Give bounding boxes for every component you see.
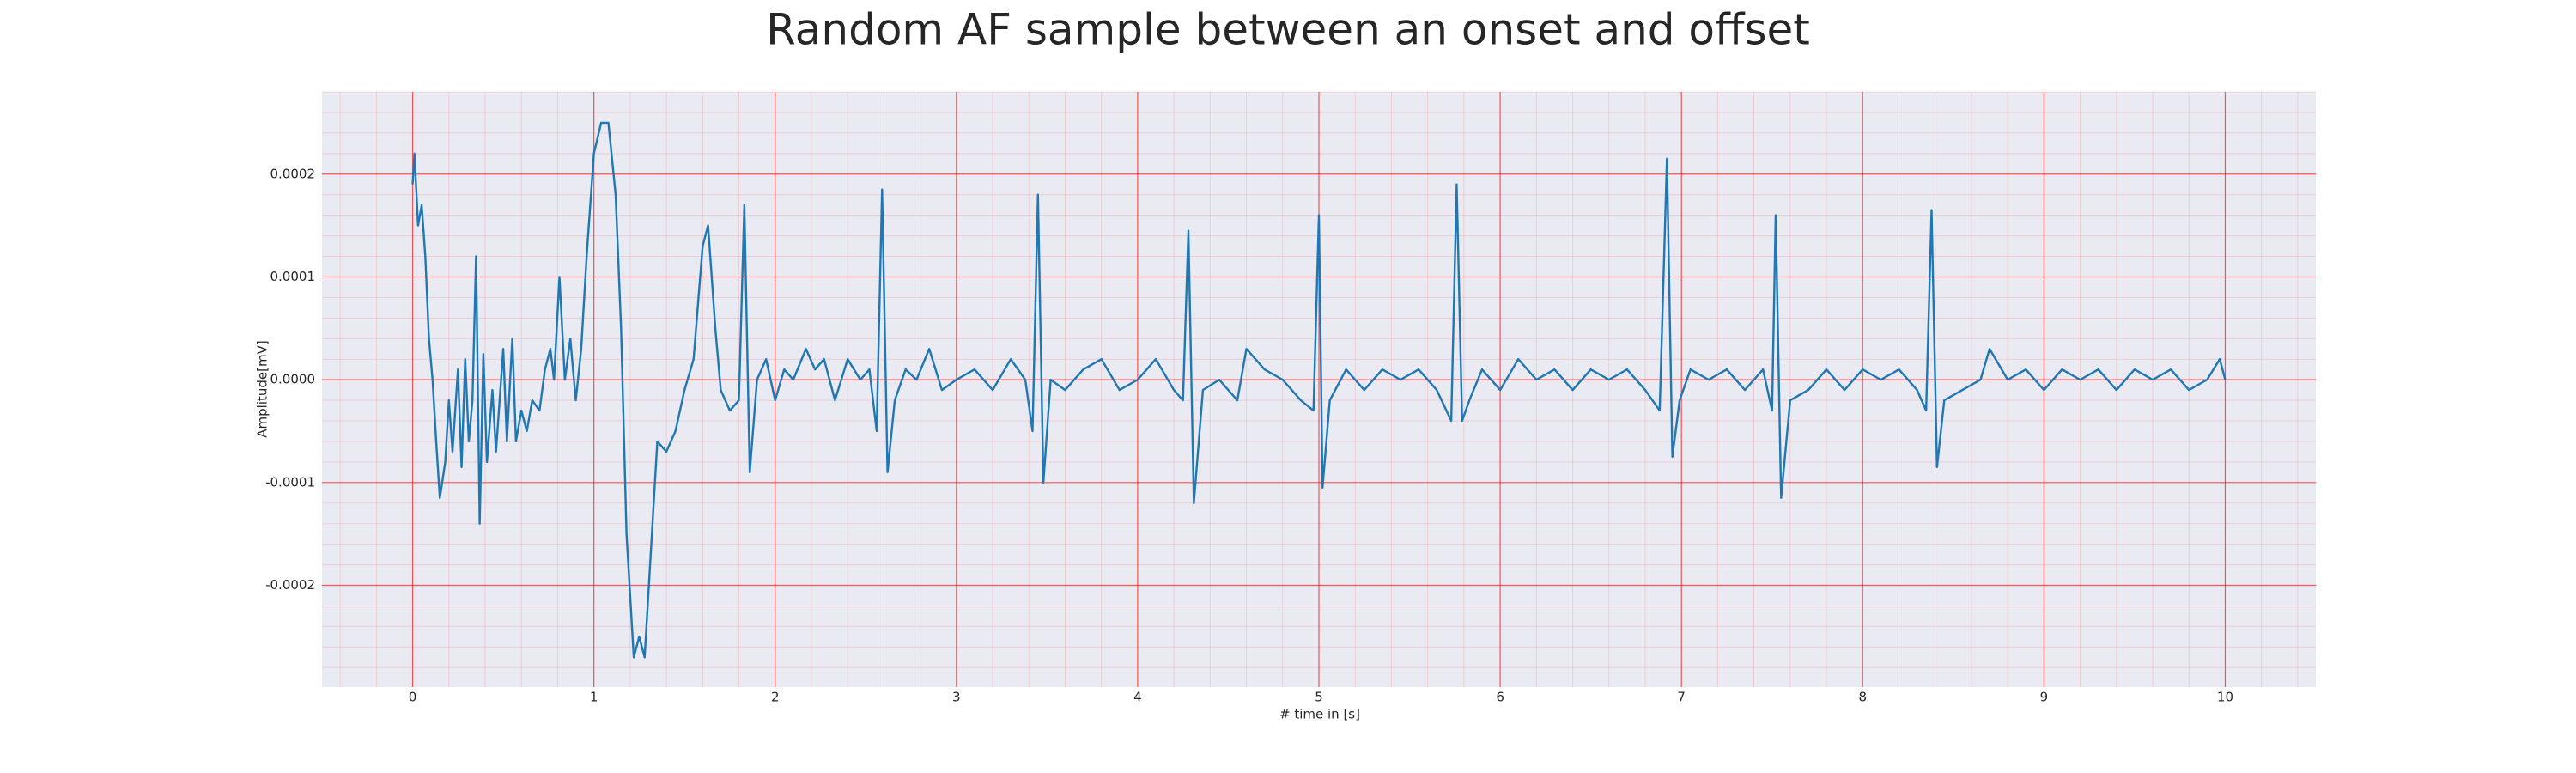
x-tick-label: 7	[1677, 690, 1686, 705]
x-tick-label: 1	[590, 690, 598, 705]
x-tick-label: 2	[771, 690, 780, 705]
signal-line	[411, 121, 2227, 659]
y-tick-label: -0.0002	[265, 577, 315, 593]
y-tick-label: 0.0001	[270, 269, 316, 284]
x-tick-label: 0	[409, 690, 417, 705]
x-tick-label: 3	[952, 690, 961, 705]
x-tick-label: 8	[1858, 690, 1867, 705]
y-tick-label: 0.0000	[270, 372, 316, 387]
x-axis-label: # time in [s]	[1279, 707, 1360, 722]
x-tick-label: 9	[2040, 690, 2049, 705]
y-axis-label: Amplitude[mV]	[255, 340, 270, 437]
x-tick-label: 6	[1496, 690, 1504, 705]
x-tick-label: 10	[2217, 690, 2233, 705]
y-tick-label: -0.0001	[265, 474, 315, 490]
y-tick-label: 0.0002	[270, 166, 316, 181]
chart-title: Random AF sample between an onset and of…	[766, 5, 1810, 55]
x-tick-label: 4	[1133, 690, 1142, 705]
x-tick-label: 5	[1315, 690, 1323, 705]
